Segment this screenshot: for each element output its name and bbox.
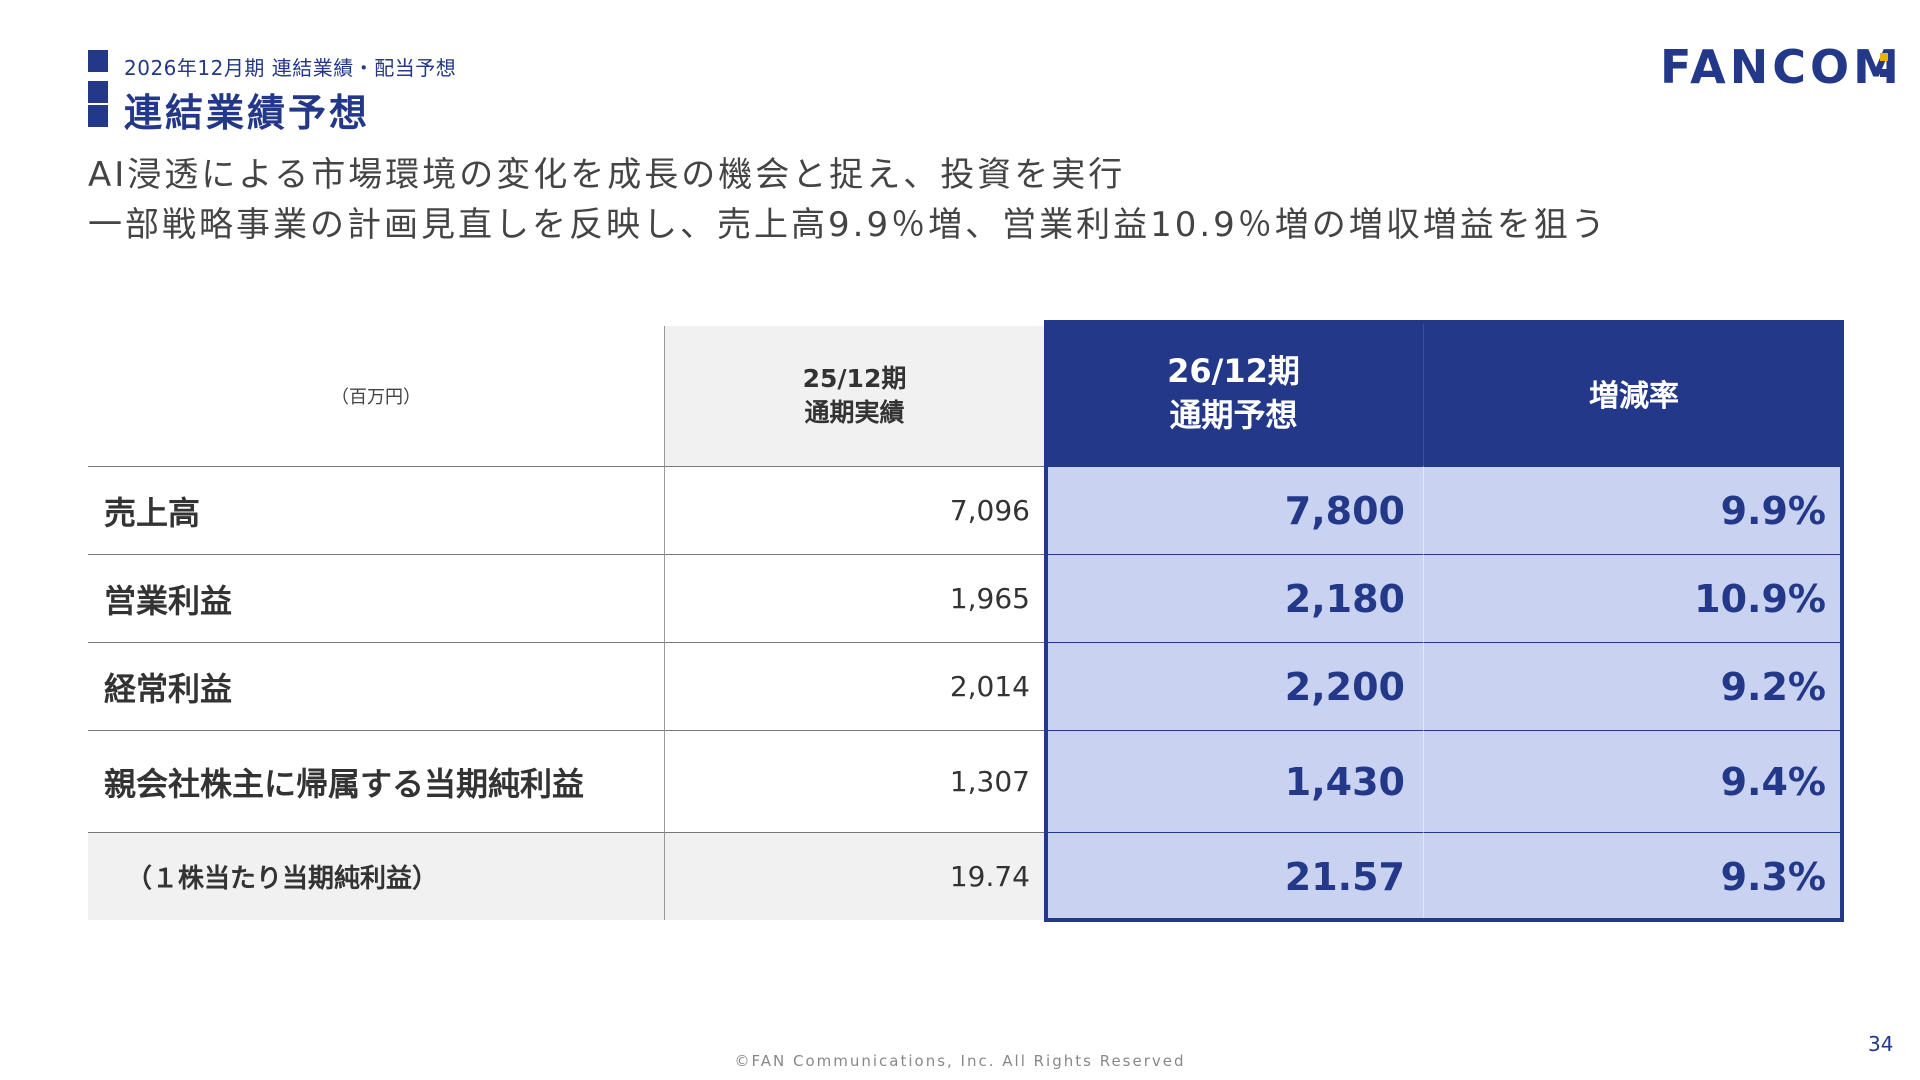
lead-line-2: 一部戦略事業の計画見直しを反映し、売上高9.9％増、営業利益10.9％増の増収増… [88,205,1608,245]
row-rate-operating-profit: 10.9% [1424,554,1844,642]
row-prev-net-income: 1,307 [664,730,1044,832]
header-mark [88,105,108,127]
lead-line-1: AI浸透による市場環境の変化を成長の機会と捉え、投資を実行 [88,155,1126,195]
row-prev-sales: 7,096 [664,466,1044,554]
row-forecast-eps: 21.57 [1044,832,1424,920]
copyright: ©FAN Communications, Inc. All Rights Res… [734,1052,1186,1070]
row-label-net-income: 親会社株主に帰属する当期純利益 [88,730,664,832]
header-forecast-line2: 通期予想 [1169,396,1298,434]
header-prev-line1: 25/12期 [802,364,907,393]
row-rate-eps: 9.3% [1424,832,1844,920]
header-forecast-line1: 26/12期 [1167,352,1300,390]
header-change-rate: 増減率 [1424,320,1844,466]
row-forecast-ordinary-profit: 2,200 [1044,642,1424,730]
logo-accent-icon [1880,53,1890,85]
row-prev-operating-profit: 1,965 [664,554,1044,642]
forecast-table: （百万円） 25/12期 通期実績 26/12期 通期予想 増減率 売上高 7,… [88,320,1844,922]
header-forecast: 26/12期 通期予想 [1044,320,1424,466]
row-prev-eps: 19.74 [664,832,1044,920]
row-label-operating-profit: 営業利益 [88,554,664,642]
header-prev-line2: 通期実績 [804,398,905,427]
row-rate-ordinary-profit: 9.2% [1424,642,1844,730]
page-title: 連結業績予想 [124,91,371,135]
company-logo: FANCOM [1660,40,1903,94]
header-mark [88,81,108,103]
row-rate-net-income: 9.4% [1424,730,1844,832]
row-prev-ordinary-profit: 2,014 [664,642,1044,730]
row-label-ordinary-profit: 経常利益 [88,642,664,730]
row-label-eps: （１株当たり当期純利益） [88,832,664,920]
row-label-sales: 売上高 [88,466,664,554]
unit-label: （百万円） [331,387,421,408]
row-rate-sales: 9.9% [1424,466,1844,554]
page-number: 34 [1868,1032,1894,1056]
row-forecast-net-income: 1,430 [1044,730,1424,832]
section-subtitle: 2026年12月期 連結業績・配当予想 [124,56,457,80]
header-mark [88,50,108,72]
row-forecast-operating-profit: 2,180 [1044,554,1424,642]
row-forecast-sales: 7,800 [1044,466,1424,554]
header-prev-period: 25/12期 通期実績 [664,326,1044,466]
lead-text: AI浸透による市場環境の変化を成長の機会と捉え、投資を実行 一部戦略事業の計画見… [88,150,1608,250]
